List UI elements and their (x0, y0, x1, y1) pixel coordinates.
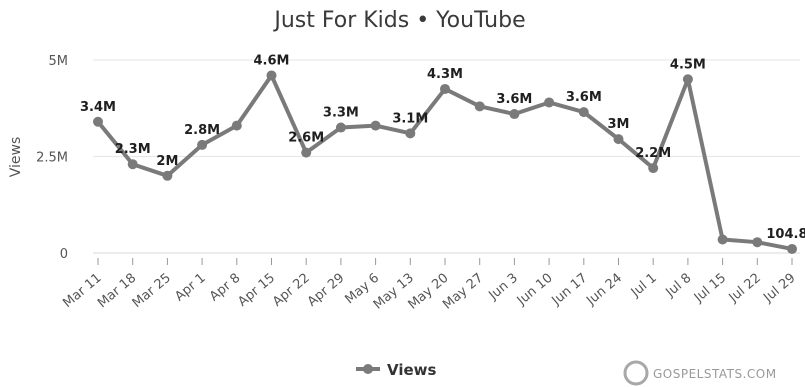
y-axis-ticks: 0 2.5M 5M (36, 54, 68, 262)
data-point[interactable] (474, 101, 485, 112)
data-point[interactable] (301, 147, 312, 158)
x-tick-label: Jul 8 (663, 271, 695, 301)
series-line-views (96, 73, 794, 251)
data-label: 3.3M (323, 106, 359, 121)
y-axis-label: Views (8, 137, 24, 178)
data-label: 3.4M (80, 100, 116, 115)
data-label: 4.6M (254, 53, 290, 68)
y-tick-label: 5M (49, 54, 69, 69)
data-point[interactable] (370, 120, 381, 131)
data-point[interactable] (787, 243, 797, 254)
x-tick-label: Mar 18 (95, 271, 139, 312)
data-point[interactable] (648, 163, 659, 174)
data-label: 4.3M (427, 67, 463, 82)
x-tick-label: Apr 29 (305, 271, 348, 310)
data-point[interactable] (544, 97, 555, 108)
x-tick-label: Jul 22 (726, 271, 764, 307)
data-point[interactable] (613, 134, 624, 145)
data-point[interactable] (231, 120, 242, 131)
x-tick-label: Apr 15 (235, 271, 278, 310)
data-points (93, 70, 797, 254)
watermark-logo-icon (623, 360, 649, 386)
x-tick-label: Jun 24 (583, 271, 625, 309)
data-point[interactable] (405, 128, 416, 139)
data-label: 4.5M (670, 57, 706, 72)
data-label: 3.6M (566, 90, 602, 105)
x-tick-label: Mar 25 (130, 271, 174, 312)
data-point[interactable] (162, 170, 173, 181)
chart-title: Just For Kids • YouTube (272, 8, 525, 33)
data-label: 2.8M (184, 123, 220, 138)
data-point[interactable] (717, 234, 728, 245)
data-point[interactable] (335, 122, 346, 133)
x-tick-label: Jul 29 (760, 271, 798, 307)
data-point[interactable] (127, 159, 138, 170)
legend-marker-swatch (363, 364, 373, 374)
data-label: 2.3M (115, 142, 151, 157)
data-point[interactable] (266, 70, 277, 81)
legend[interactable]: Views (356, 361, 437, 379)
series-line-layer (96, 73, 794, 251)
data-label: 2.2M (635, 146, 671, 161)
data-label: 3.1M (392, 111, 428, 126)
x-tick-label: Jun 10 (514, 271, 556, 309)
y-tick-label: 0 (60, 247, 68, 262)
data-label: 2M (156, 154, 178, 169)
data-label: 104.8K (766, 227, 805, 242)
data-label: 2.6M (288, 131, 324, 146)
data-label: 3M (608, 117, 630, 132)
x-tick-label: Jul 1 (628, 271, 660, 301)
x-tick-label: Mar 11 (60, 271, 104, 312)
y-tick-label: 2.5M (36, 151, 68, 166)
x-tick-label: Jul 15 (691, 271, 729, 307)
data-label: 3.6M (496, 92, 532, 107)
data-point[interactable] (682, 74, 693, 85)
data-point[interactable] (440, 83, 450, 94)
data-point[interactable] (752, 237, 763, 248)
x-tick-label: Apr 22 (270, 271, 313, 310)
legend-label: Views (387, 361, 437, 379)
data-point[interactable] (578, 107, 589, 118)
data-point[interactable] (509, 109, 520, 120)
x-tick-label: Jun 17 (549, 271, 591, 309)
data-point[interactable] (197, 139, 208, 150)
watermark: GOSPELSTATS.COM (623, 360, 777, 386)
data-labels: 3.4M 2.3M 2M 2.8M 4.6M 2.6M 3.3M 3.1M 4.3M 3.6M 3.… (80, 53, 805, 242)
watermark-text: GOSPELSTATS.COM (653, 367, 777, 381)
data-point[interactable] (93, 116, 103, 127)
x-tick-label: Apr 1 (172, 271, 208, 305)
